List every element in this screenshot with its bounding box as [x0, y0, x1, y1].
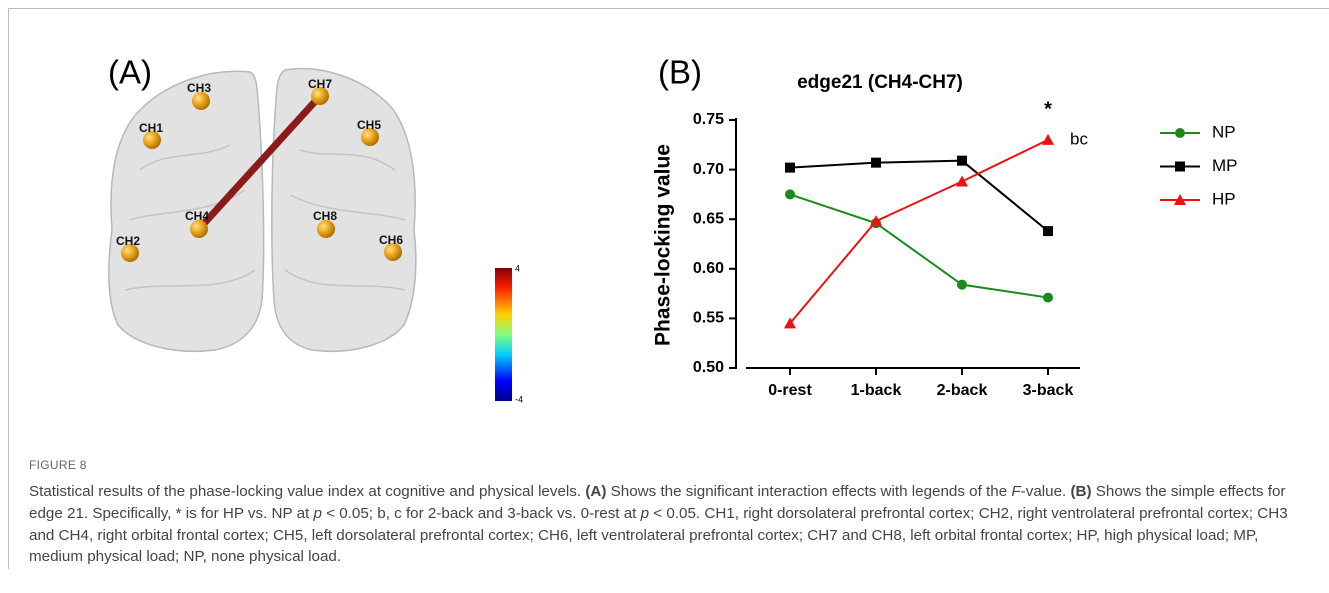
- channel-label: CH4: [185, 209, 209, 223]
- panel-label: (A): [108, 54, 152, 91]
- marker: [956, 176, 968, 187]
- chart-title: edge21 (CH4-CH7): [797, 72, 963, 93]
- series-line: [790, 140, 1048, 324]
- colorbar-min: -4: [515, 394, 523, 404]
- marker: [785, 163, 795, 173]
- figure: (A) CH1 CH2 CH3 CH4 CH5 CH6 CH7 CH8 4 -4…: [0, 0, 1329, 450]
- page: (A) CH1 CH2 CH3 CH4 CH5 CH6 CH7 CH8 4 -4…: [0, 0, 1329, 593]
- plot: 0.50 0.55 0.60 0.65 0.70 0.75 0-rest 1-back 2-ba…: [693, 98, 1238, 399]
- caption-text: p: [313, 505, 321, 522]
- channel-label: CH7: [308, 77, 332, 91]
- y-tick-label: 0.65: [693, 210, 724, 227]
- marker: [785, 189, 795, 199]
- marker: [1043, 293, 1053, 303]
- y-tick-label: 0.50: [693, 359, 724, 376]
- y-axis-label: Phase-locking value: [652, 144, 675, 346]
- colorbar: [495, 268, 512, 401]
- channel-label: CH6: [379, 233, 403, 247]
- x-tick-label: 2-back: [937, 382, 988, 399]
- channel-label: CH3: [187, 81, 211, 95]
- marker: [1042, 134, 1054, 145]
- y-tick-label: 0.55: [693, 310, 724, 327]
- caption-text: Shows the significant interaction effect…: [606, 483, 1011, 500]
- legend-marker: [1175, 162, 1185, 172]
- marker: [957, 156, 967, 166]
- annotation: *: [1044, 98, 1052, 120]
- x-tick-label: 0-rest: [768, 382, 812, 399]
- marker: [871, 158, 881, 168]
- marker: [957, 280, 967, 290]
- y-tick-label: 0.60: [693, 260, 724, 277]
- caption-text: < 0.05; b, c for 2-back and 3-back vs. 0…: [322, 505, 641, 522]
- caption: Statistical results of the phase-locking…: [29, 481, 1314, 568]
- y-tick-label: 0.70: [693, 161, 724, 178]
- channel-label: CH2: [116, 234, 140, 248]
- caption-text: F: [1011, 483, 1020, 500]
- colorbar-max: 4: [515, 263, 520, 273]
- marker: [1043, 226, 1053, 236]
- caption-text: Statistical results of the phase-locking…: [29, 483, 585, 500]
- x-tick-label: 3-back: [1023, 382, 1074, 399]
- caption-text: p: [641, 505, 649, 522]
- caption-text: -value.: [1021, 483, 1071, 500]
- channel-label: CH1: [139, 121, 163, 135]
- series-line: [790, 194, 1048, 297]
- legend-label: MP: [1212, 156, 1238, 175]
- annotation: bc: [1070, 129, 1088, 148]
- figure-label: FIGURE 8: [29, 458, 87, 472]
- panel-label: (B): [658, 54, 702, 91]
- caption-text: (A): [585, 483, 606, 500]
- y-tick-label: 0.75: [693, 111, 724, 128]
- legend-label: NP: [1212, 122, 1236, 141]
- legend-label: HP: [1212, 189, 1236, 208]
- channel-label: CH5: [357, 118, 381, 132]
- series-line: [790, 161, 1048, 231]
- brain: [109, 69, 416, 352]
- legend-marker: [1175, 128, 1185, 138]
- caption-text: (B): [1070, 483, 1091, 500]
- channel-label: CH8: [313, 209, 337, 223]
- x-tick-label: 1-back: [851, 382, 902, 399]
